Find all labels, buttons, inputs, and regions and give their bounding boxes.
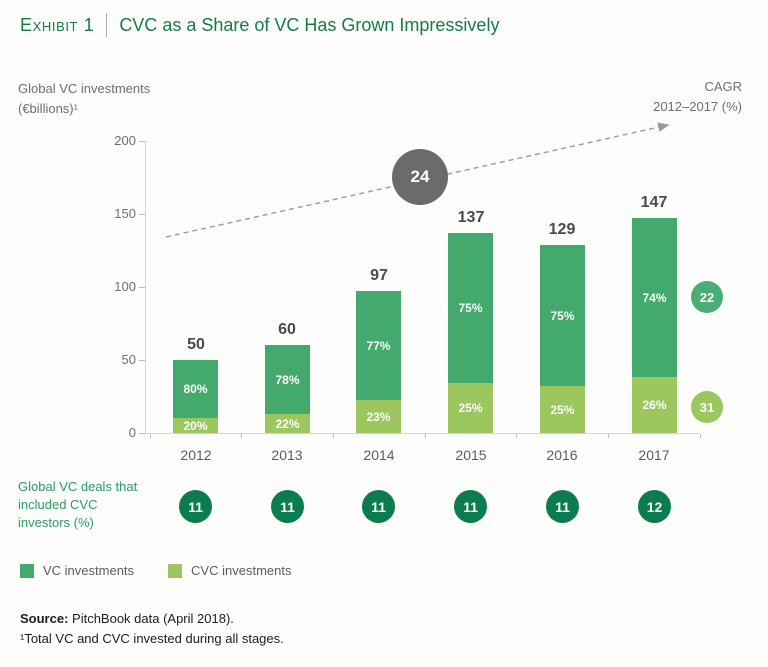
y-axis-tick-mark [139,287,145,288]
x-axis-line [145,433,700,434]
total-cagr-badge: 24 [392,149,448,205]
bar-2013: 78% 22% [265,345,310,433]
cvc-segment: 20% [173,418,218,433]
x-axis-label: 2014 [363,447,395,463]
y-axis-tick-mark [139,141,145,142]
bar-total-label: 60 [278,321,296,338]
y-axis-title: Global VC investments (€billions)¹ [18,79,150,118]
legend-swatch-vc [20,563,34,578]
bar-2017: 74% 26% [632,218,677,433]
deal-share-badge: 11 [179,490,212,523]
cvc-segment: 25% [540,386,585,433]
cvc-share-label: 25% [458,401,483,415]
x-axis-tick-mark [516,434,517,438]
cvc-share-label: 25% [550,402,575,417]
deal-share-badge: 11 [546,490,579,523]
bar-2016: 75% 25% [540,245,585,433]
y-axis-line [145,141,146,433]
x-axis-tick-mark [608,434,609,438]
exhibit-label: Exhibit 1 [20,14,95,35]
vc-share-label: 78% [275,372,300,387]
y-axis-tick-label: 200 [114,133,136,148]
source-label: Source: [20,611,69,626]
y-axis-tick-label: 0 [128,425,136,440]
legend: VC investments CVC investments [20,563,291,578]
legend-label-vc: VC investments [43,563,135,578]
y-axis-tick-mark [139,214,145,215]
x-axis-label: 2017 [638,447,670,463]
deal-share-badge: 11 [454,490,487,523]
cagr-header: CAGR 2012–2017 (%) [653,77,742,116]
cagr-header-line2: 2012–2017 (%) [653,98,742,114]
vc-segment: 75% [540,245,585,386]
x-axis-tick-mark [150,434,151,438]
bar-total-label: 137 [457,209,485,226]
cvc-segment: 26% [632,377,677,433]
y-axis-tick-mark [139,360,145,361]
x-axis-label: 2012 [180,447,212,463]
vc-share-label: 75% [550,308,575,323]
bar-2015: 75% 25% [448,233,493,433]
legend-label-cvc: CVC investments [191,563,292,578]
deal-share-badge: 11 [362,490,395,523]
y-axis-tick-label: 50 [121,352,136,367]
vc-cagr-badge: 22 [691,281,723,313]
vc-segment: 75% [448,233,493,383]
bar-total-label: 147 [640,194,668,211]
vc-share-label: 77% [366,338,391,353]
y-axis-title-line2: (€billions)¹ [18,100,78,116]
legend-item-cvc: CVC investments [168,563,291,578]
x-axis-tick-mark [425,434,426,438]
x-axis-tick-mark [241,434,242,438]
legend-item-vc: VC investments [20,563,134,578]
cvc-segment: 25% [448,383,493,433]
deal-share-badge: 12 [638,490,671,523]
exhibit-title: CVC as a Share of VC Has Grown Impressiv… [119,14,500,35]
legend-swatch-cvc [168,563,183,578]
deals-row-label: Global VC deals that included CVC invest… [18,479,138,531]
bar-2012: 80% 20% [173,360,218,433]
x-axis-tick-mark [333,434,334,438]
vc-segment: 74% [632,218,677,377]
y-axis-tick-label: 100 [114,279,136,294]
exhibit-header: Exhibit 1 CVC as a Share of VC Has Grown… [20,13,499,37]
vc-share-label: 74% [642,290,667,305]
vc-segment: 77% [356,291,401,400]
header-divider [106,13,108,37]
vc-segment: 80% [173,360,218,418]
cvc-segment: 23% [356,400,401,433]
x-axis-tick-mark [700,434,701,438]
cvc-share-label: 26% [642,398,667,412]
y-axis-tick-mark [139,433,145,434]
y-axis-tick-label: 150 [114,206,136,221]
bar-total-label: 129 [548,221,576,238]
footnote: ¹Total VC and CVC invested during all st… [20,631,284,647]
x-axis-label: 2016 [546,447,578,463]
bar-2014: 77% 23% [356,291,401,433]
cagr-header-line1: CAGR [704,79,742,94]
source-text: PitchBook data (April 2018). [68,611,234,626]
cvc-share-label: 22% [275,416,300,431]
x-axis-label: 2013 [271,447,303,463]
bar-total-label: 50 [187,336,205,353]
cvc-segment: 22% [265,414,310,433]
x-axis-label: 2015 [455,447,487,463]
deal-share-badge: 11 [271,490,304,523]
y-axis-title-line1: Global VC investments [18,81,151,96]
footer: Source: PitchBook data (April 2018). ¹To… [20,609,284,649]
source-line: Source: PitchBook data (April 2018). [20,609,284,629]
bar-total-label: 97 [370,267,388,284]
cvc-share-label: 20% [183,418,208,433]
vc-share-label: 80% [183,382,208,396]
cvc-cagr-badge: 31 [691,391,723,423]
vc-share-label: 75% [458,301,483,315]
cvc-share-label: 23% [366,409,391,424]
vc-segment: 78% [265,345,310,414]
